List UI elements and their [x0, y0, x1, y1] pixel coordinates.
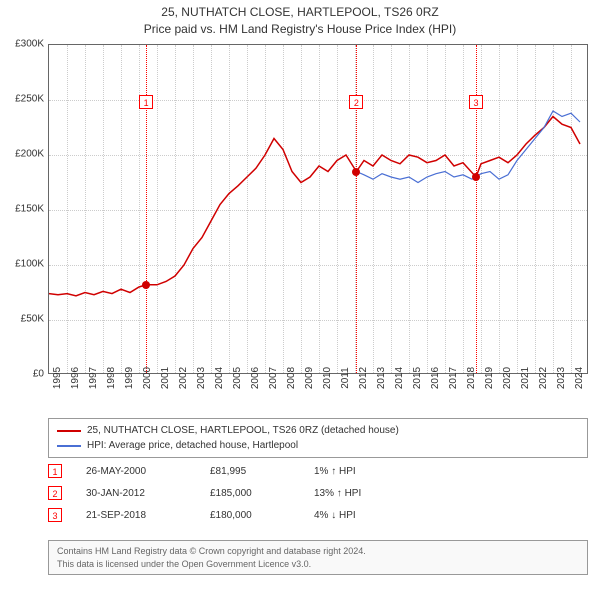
x-tick-label: 1998 [106, 367, 117, 389]
x-tick-label: 2005 [232, 367, 243, 389]
x-tick-label: 2000 [142, 367, 153, 389]
y-tick-label: £50K [21, 314, 44, 325]
x-tick-label: 2018 [466, 367, 477, 389]
series-line-property [49, 117, 580, 296]
x-tick-label: 2008 [286, 367, 297, 389]
x-tick-label: 2010 [322, 367, 333, 389]
event-change: 4% HPI [314, 510, 434, 521]
x-tick-label: 2020 [502, 367, 513, 389]
x-tick-label: 2021 [520, 367, 531, 389]
x-tick-label: 2004 [214, 367, 225, 389]
event-date: 21-SEP-2018 [86, 510, 186, 521]
x-tick-label: 2015 [412, 367, 423, 389]
event-date: 30-JAN-2012 [86, 488, 186, 499]
title-block: 25, NUTHATCH CLOSE, HARTLEPOOL, TS26 0RZ… [0, 0, 600, 38]
event-date: 26-MAY-2000 [86, 466, 186, 477]
legend-row: 25, NUTHATCH CLOSE, HARTLEPOOL, TS26 0RZ… [57, 423, 579, 438]
title-line-1: 25, NUTHATCH CLOSE, HARTLEPOOL, TS26 0RZ [0, 4, 600, 21]
chart-container: 25, NUTHATCH CLOSE, HARTLEPOOL, TS26 0RZ… [0, 0, 600, 590]
x-tick-label: 2024 [574, 367, 585, 389]
x-tick-label: 2019 [484, 367, 495, 389]
legend-swatch [57, 445, 81, 447]
legend-label: HPI: Average price, detached house, Hart… [87, 438, 298, 453]
footer-line-1: Contains HM Land Registry data © Crown c… [57, 545, 579, 558]
event-change-suffix: HPI [336, 466, 355, 477]
y-tick-label: £200K [15, 149, 44, 160]
x-tick-label: 1995 [52, 367, 63, 389]
event-row: 2 30-JAN-2012 £185,000 13% HPI [48, 482, 588, 504]
y-tick-label: £0 [33, 369, 44, 380]
footer-line-2: This data is licensed under the Open Gov… [57, 558, 579, 571]
legend-swatch [57, 430, 81, 432]
chart-plot-area: 123 [48, 44, 588, 374]
y-tick-label: £250K [15, 94, 44, 105]
x-tick-label: 2001 [160, 367, 171, 389]
event-change-suffix: HPI [342, 488, 361, 499]
x-tick-label: 2011 [340, 367, 351, 389]
events-table: 1 26-MAY-2000 £81,995 1% HPI 2 30-JAN-2012 £18… [48, 460, 588, 526]
event-change: 13% HPI [314, 488, 434, 499]
x-tick-label: 2002 [178, 367, 189, 389]
x-tick-label: 1996 [70, 367, 81, 389]
event-row: 3 21-SEP-2018 £180,000 4% HPI [48, 504, 588, 526]
footer-box: Contains HM Land Registry data © Crown c… [48, 540, 588, 575]
price-point-dot [142, 281, 150, 289]
price-point-dot [352, 168, 360, 176]
event-change-pct: 4% [314, 510, 331, 521]
event-change-pct: 1% [314, 466, 331, 477]
y-tick-label: £150K [15, 204, 44, 215]
x-tick-label: 2003 [196, 367, 207, 389]
y-tick-label: £100K [15, 259, 44, 270]
x-tick-label: 2014 [394, 367, 405, 389]
x-tick-label: 2017 [448, 367, 459, 389]
line-layer [49, 45, 589, 375]
event-change-pct: 13% [314, 488, 337, 499]
event-row-marker: 1 [48, 464, 62, 478]
event-row-marker: 2 [48, 486, 62, 500]
event-change-suffix: HPI [336, 510, 355, 521]
x-tick-label: 2016 [430, 367, 441, 389]
x-tick-label: 2023 [556, 367, 567, 389]
event-row-marker: 3 [48, 508, 62, 522]
x-tick-label: 1999 [124, 367, 135, 389]
price-point-dot [472, 173, 480, 181]
title-line-2: Price paid vs. HM Land Registry's House … [0, 21, 600, 38]
event-row: 1 26-MAY-2000 £81,995 1% HPI [48, 460, 588, 482]
event-price: £185,000 [210, 488, 290, 499]
series-line-hpi [356, 111, 580, 183]
x-tick-label: 2009 [304, 367, 315, 389]
x-tick-label: 2012 [358, 367, 369, 389]
legend-label: 25, NUTHATCH CLOSE, HARTLEPOOL, TS26 0RZ… [87, 423, 399, 438]
x-tick-label: 1997 [88, 367, 99, 389]
x-tick-label: 2013 [376, 367, 387, 389]
y-tick-label: £300K [15, 39, 44, 50]
x-tick-label: 2007 [268, 367, 279, 389]
x-tick-label: 2006 [250, 367, 261, 389]
event-price: £180,000 [210, 510, 290, 521]
event-change: 1% HPI [314, 466, 434, 477]
event-price: £81,995 [210, 466, 290, 477]
legend-row: HPI: Average price, detached house, Hart… [57, 438, 579, 453]
legend-box: 25, NUTHATCH CLOSE, HARTLEPOOL, TS26 0RZ… [48, 418, 588, 458]
x-tick-label: 2022 [538, 367, 549, 389]
